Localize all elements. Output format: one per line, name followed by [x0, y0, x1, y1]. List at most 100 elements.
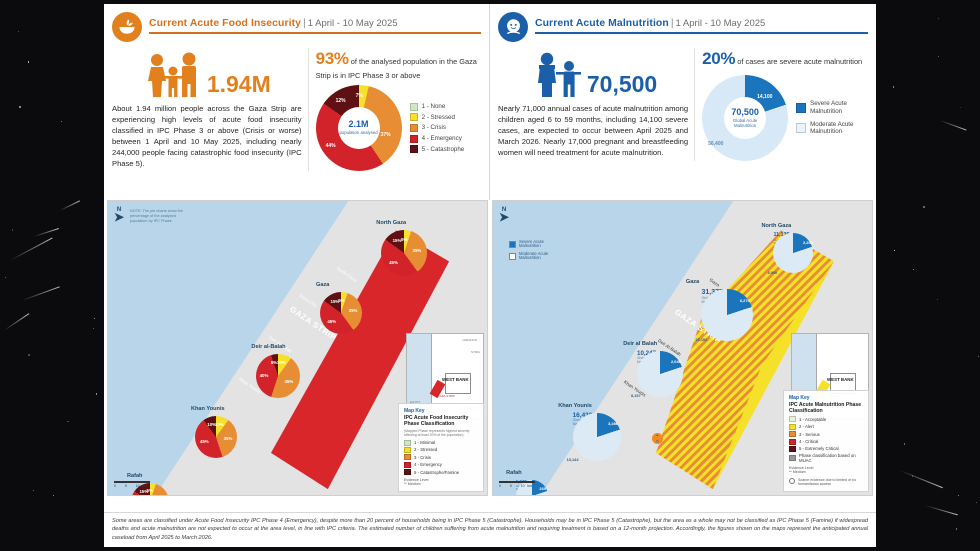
food-donut-center-value: 2.1M	[348, 119, 369, 130]
donut-ring	[701, 289, 754, 342]
map-key-label: Phase classification based on MUAC	[799, 453, 856, 464]
governorate-donut: North Gaza11,136Global Acute Malnutritio…	[761, 223, 814, 275]
governorate-label: Deir al-Balah	[251, 343, 286, 350]
map-key-item: 4 - Emergency	[404, 461, 479, 468]
legend-item: 1 - None	[409, 102, 465, 111]
food-paragraph: About 1.94 million people across the Gaz…	[112, 104, 302, 168]
panel-date-food: 1 April - 10 May 2025	[307, 17, 398, 29]
donut-severe-value: 2,049	[671, 358, 681, 364]
pie-slice-label: 15%	[139, 489, 149, 495]
pie-slice-label: 45%	[327, 319, 337, 325]
star	[955, 528, 958, 531]
star	[12, 229, 14, 231]
star-streak	[21, 286, 60, 301]
food-legend: 1 - None 2 - Stressed 3 - Crisis 4 - Emerge…	[409, 100, 465, 156]
star	[977, 356, 979, 358]
governorate-label-r: Deir al Balah	[623, 340, 658, 347]
food-slice-label-catastrophe: 12%	[335, 97, 346, 104]
map-key-item: 5 - Catastrophe/Famine	[404, 469, 479, 476]
map-legend-swatch	[509, 240, 516, 248]
map-key-label: 2 - Stressed	[414, 447, 438, 453]
pie-slice-label: 10%	[276, 360, 286, 366]
evidence-value-left: ** Medium	[404, 482, 421, 487]
pie-slice-label: 45%	[389, 260, 398, 266]
star	[903, 443, 906, 445]
food-donut-center-label: population analysed	[339, 130, 378, 136]
panel-header-malnutrition: Current Acute Malnutrition | 1 April - 10 …	[498, 12, 868, 42]
panel-body-food: 1.94M About 1.94 million people across t…	[112, 48, 481, 171]
malnutrition-hero: 70,500	[498, 48, 688, 98]
map-key-label: 3 - Crisis	[414, 454, 431, 460]
inset-place-lebanon: LEBANON	[462, 338, 477, 342]
star	[958, 494, 960, 496]
evidence-value-right: ** Medium	[789, 470, 806, 475]
pie-slice-label: 5%	[270, 359, 278, 365]
map-key-item: 2 - Alert	[789, 423, 864, 430]
legend-item: Severe Acute Malnutrition	[796, 100, 868, 115]
pie-chart	[380, 230, 427, 277]
title-rule-blue	[535, 32, 868, 35]
map-legend-malnutrition: Severe Acute Malnutrition Moderate Acute …	[509, 237, 548, 264]
map-malnutrition[interactable]: N ➤ Severe Acute Malnutrition Moderate Ac…	[492, 200, 873, 496]
scalebar-ticks	[114, 480, 150, 483]
map-food-insecurity[interactable]: N ➤ NOTE: The pie charts show the percen…	[107, 200, 488, 496]
pie-slice-label: 45%	[284, 378, 294, 384]
scale-5: 5	[124, 484, 127, 488]
map-key-items-left: 1 - Minimal 2 - Stressed 3 - Crisis 4 - Eme…	[404, 439, 479, 476]
star-streak	[924, 505, 958, 516]
map-key-swatch	[404, 439, 411, 446]
panel-header-food: Current Acute Food Insecurity | 1 April - …	[112, 12, 481, 42]
map-note-left: NOTE: The pie charts show the percentage…	[130, 209, 183, 223]
map-key-label: 5 - Extremely Critical	[799, 446, 839, 452]
star	[4, 276, 6, 278]
pie-slice-label: 15%	[330, 298, 340, 304]
map-key-swatch	[404, 461, 411, 468]
inset-label-gaza: GAZA STRIP	[437, 394, 456, 399]
donut-ring	[637, 350, 684, 397]
panel-body-malnutrition: 70,500 Nearly 71,000 annual cases of acu…	[498, 48, 868, 161]
inset-place-egypt: EGYPT	[410, 400, 420, 404]
governorate-label-r: North Gaza	[761, 223, 792, 230]
donut-moderate-value: 8,197	[631, 393, 641, 399]
donut-total: 1,343	[515, 479, 527, 485]
star	[95, 393, 98, 396]
map-key-label: 1 - Minimal	[414, 440, 436, 446]
malnutrition-donut: 70,500 Global Acute Malnutrition 14,100 …	[702, 74, 789, 161]
family-icon	[147, 52, 196, 97]
map-key-swatch	[404, 446, 411, 453]
malnutrition-summary-column: 70,500 Nearly 71,000 annual cases of acu…	[498, 48, 694, 161]
food-slice-label-emergency: 44%	[325, 142, 336, 149]
map-key-malnutrition: Map Key IPC Acute Malnutrition Phase Cla…	[783, 389, 869, 492]
star	[892, 86, 895, 88]
donut-ring	[515, 480, 548, 495]
map-key-footnote-right: Scarce evidence due to limited or no hum…	[789, 477, 864, 487]
map-key-label: 1 - Acceptable	[799, 416, 827, 422]
malnutrition-slice-label-moderate: 56,400	[708, 140, 724, 147]
malnutrition-hero-value: 70,500	[586, 71, 658, 97]
star	[93, 327, 95, 329]
title-rule-orange	[149, 32, 481, 35]
map-key-subtitle-left: IPC Acute Food Insecurity Phase Classifi…	[404, 414, 469, 427]
scalebar-right: 0 5 10 km	[499, 480, 535, 488]
map-key-label: 5 - Catastrophe/Famine	[414, 469, 460, 475]
panel-title-food: Current Acute Food Insecurity	[149, 17, 302, 29]
compass-rose-left: N ➤	[114, 207, 125, 224]
child-face-icon	[498, 12, 528, 42]
malnutrition-slice-label-severe: 14,100	[757, 93, 773, 100]
scale-0: 0	[114, 484, 116, 488]
legend-item: 5 - Catastrophe	[409, 145, 464, 154]
legend-label: Moderate Acute Malnutrition	[810, 120, 854, 136]
legend-swatch	[409, 145, 418, 154]
food-donut-center: 2.1M population analysed	[337, 106, 380, 149]
governorate-label-r: Gaza	[685, 279, 700, 286]
donut-moderate-value: 25,102	[695, 337, 708, 343]
food-stat-line: 93% of the analysed population in the Ga…	[316, 48, 481, 81]
pie-slice-label: 45%	[199, 439, 209, 445]
food-hero-value: 1.94M	[206, 71, 271, 97]
legend-label: 4 - Emergency	[421, 135, 462, 143]
pie-slice-label: 35%	[348, 308, 358, 314]
map-key-label: 4 - Critical	[799, 439, 819, 445]
donut-severe-value: 3,286	[608, 420, 618, 426]
compass-arrow-icon-2: ➤	[499, 210, 510, 224]
